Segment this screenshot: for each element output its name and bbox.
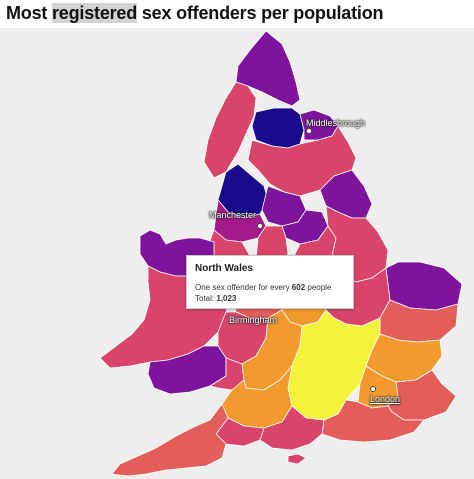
region-hampshire[interactable] [259,405,325,451]
tooltip-rate-value: 602 [291,283,306,292]
tooltip-rate-suffix: people [305,283,332,292]
title-prefix: Most [6,3,52,23]
city-label-manchester: Manchester [209,210,257,220]
manchester-marker [257,223,263,229]
region-devon-cornwall[interactable] [111,403,229,477]
region-northumberland[interactable] [235,30,301,107]
region-sussex[interactable] [321,399,425,443]
title-suffix: sex offenders per population [137,3,384,23]
region-isle-of-wight[interactable] [287,453,307,465]
tooltip-rate-line: One sex offender for every 602 people [195,283,331,292]
tooltip-total-prefix: Total: [195,294,217,303]
london-marker [370,386,376,392]
middlesbrough-marker [306,128,312,134]
title-highlight: registered [52,3,138,23]
tooltip-total-line: Total: 1,023 [195,294,236,303]
map-frame [0,28,474,479]
region-north-yorkshire[interactable] [247,125,357,197]
page-title: Most registered sex offenders per popula… [6,3,383,24]
city-label-middlesbrough: Middlesbrough [306,118,366,128]
region-tooltip: North Wales One sex offender for every 6… [186,255,354,309]
city-label-birmingham: Birmingham [229,315,278,325]
tooltip-rate-prefix: One sex offender for every [195,283,292,292]
region-cumbria[interactable] [203,81,257,179]
city-label-london: London [370,394,401,404]
choropleth-map [99,30,463,477]
tooltip-title: North Wales [195,263,253,274]
tooltip-total-value: 1,023 [216,294,237,303]
